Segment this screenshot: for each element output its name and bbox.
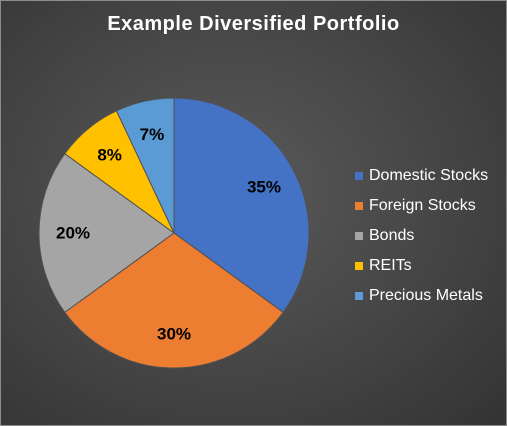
legend-swatch (355, 262, 363, 270)
legend-label: Foreign Stocks (369, 197, 476, 214)
legend-label: Precious Metals (369, 287, 483, 304)
legend-swatch (355, 172, 363, 180)
legend-item-bonds: Bonds (355, 221, 488, 251)
legend-item-reits: REITs (355, 251, 488, 281)
pie-slice-foreign-stocks (64, 232, 284, 369)
pie-slice-precious-metals (115, 97, 175, 234)
legend-item-domestic-stocks: Domestic Stocks (355, 161, 488, 191)
chart-title: Example Diversified Portfolio (107, 13, 400, 35)
pie-slice-domestic-stocks (173, 97, 310, 314)
legend-swatch (355, 202, 363, 210)
legend-swatch (355, 292, 363, 300)
legend-item-foreign-stocks: Foreign Stocks (355, 191, 488, 221)
data-label-domestic-stocks: 35% (247, 178, 281, 197)
data-label-reits: 8% (97, 146, 122, 165)
data-label-bonds: 20% (56, 224, 90, 243)
pie-slice-bonds (38, 152, 175, 314)
legend-label: REITs (369, 257, 412, 274)
data-label-foreign-stocks: 30% (157, 325, 191, 344)
legend-item-precious-metals: Precious Metals (355, 281, 488, 311)
legend-label: Bonds (369, 227, 415, 244)
legend-label: Domestic Stocks (369, 167, 489, 184)
data-label-precious-metals: 7% (140, 125, 165, 144)
legend-swatch (355, 232, 363, 240)
legend: Domestic Stocks Foreign Stocks Bonds REI… (355, 161, 488, 311)
